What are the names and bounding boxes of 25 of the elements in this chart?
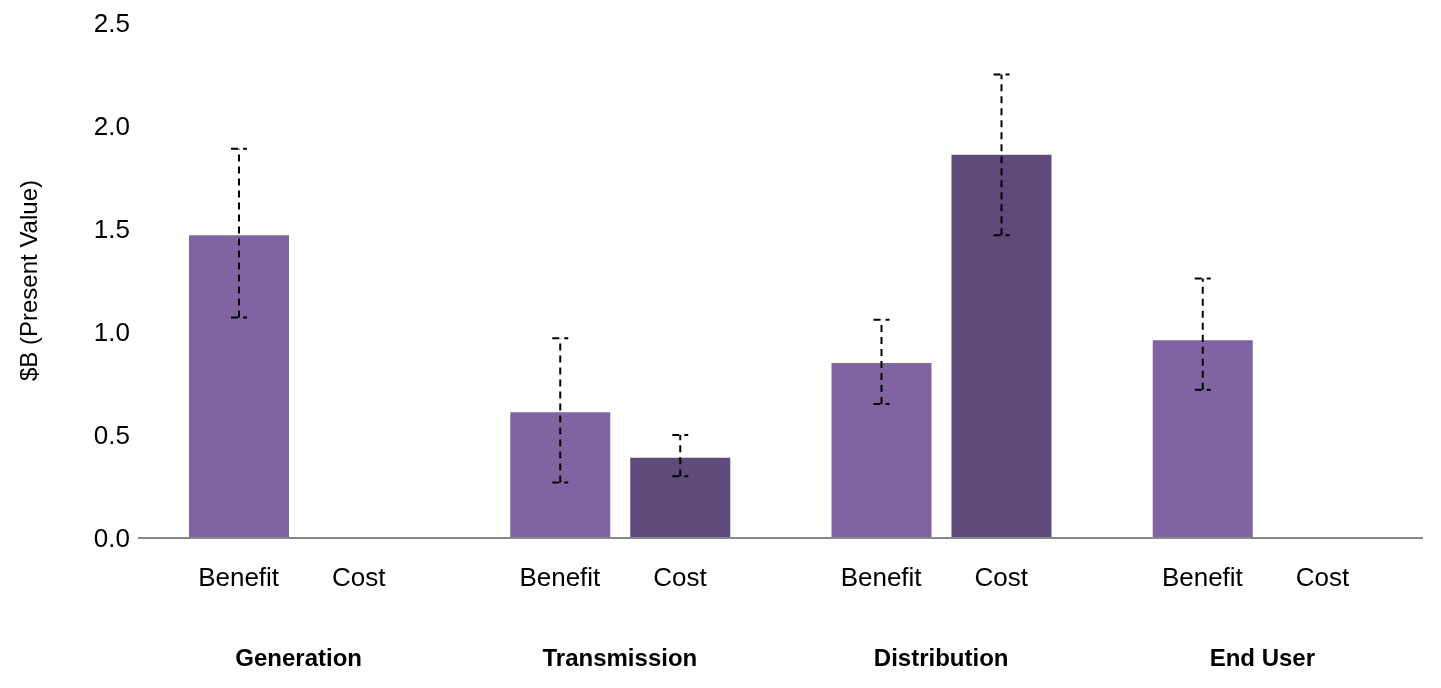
bar xyxy=(951,154,1052,538)
bar xyxy=(510,412,611,538)
bar xyxy=(189,235,289,538)
text: Benefit xyxy=(1161,562,1243,592)
y-tick-label: 2.0 xyxy=(93,111,130,142)
y-tick-label: 0.5 xyxy=(93,420,130,451)
series-label: Cost xyxy=(653,562,708,592)
text: Cost xyxy=(1295,562,1350,592)
text: Benefit xyxy=(519,562,601,592)
series-label: Benefit xyxy=(198,562,280,592)
text: Cost xyxy=(331,562,386,592)
bar xyxy=(831,362,932,538)
x-tick-label: Distribution xyxy=(873,644,1009,671)
y-tick-label: 1.0 xyxy=(93,317,130,348)
x-tick-label: Transmission xyxy=(542,644,698,671)
x-tick-label: End User xyxy=(1209,644,1316,671)
x-tick-label: Generation xyxy=(235,644,362,671)
y-axis-title: $B (Present Value) xyxy=(14,180,42,381)
y-tick-label: 0.0 xyxy=(93,523,130,554)
text: Cost xyxy=(974,562,1028,592)
bar xyxy=(630,457,731,538)
text: Benefit xyxy=(840,562,922,592)
bar xyxy=(1152,340,1253,538)
y-tick-label: 2.5 xyxy=(93,8,130,39)
y-tick-label: 1.5 xyxy=(93,214,130,245)
